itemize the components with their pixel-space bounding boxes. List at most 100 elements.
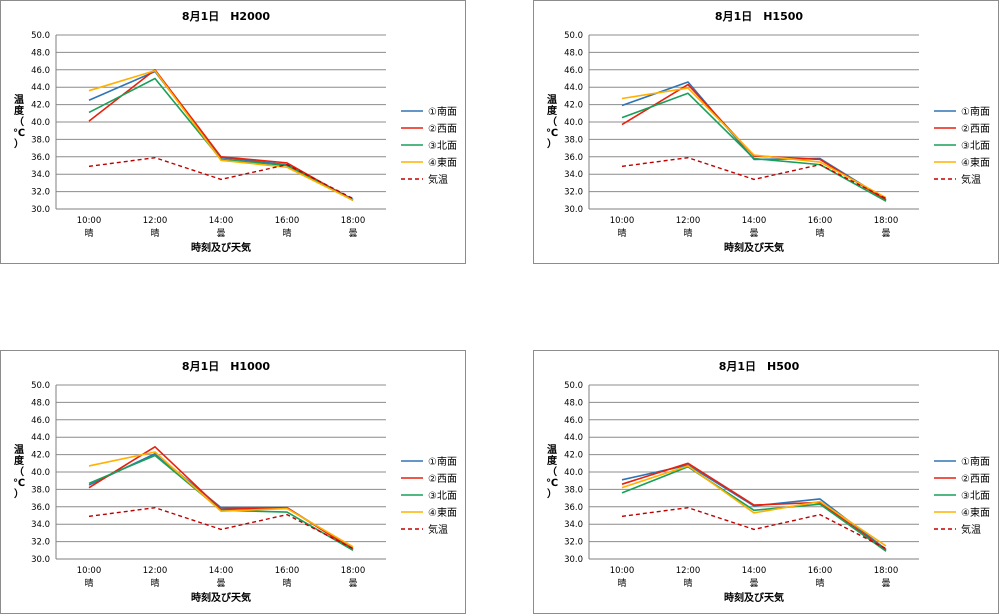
x-axis-title: 時刻及び天気	[191, 241, 251, 254]
series-line	[621, 465, 887, 547]
chart-panel-h500: 8月1日 H500 30.0 32.0 34.0 36.0 38.0 40.0 42.0 44.…	[533, 350, 999, 614]
x-tick-label: 12:00	[143, 216, 168, 226]
y-tick-label: 40.0	[31, 118, 50, 128]
y-axis-title-char: ）	[14, 487, 24, 500]
y-axis-title-char: 度	[14, 454, 25, 467]
weather-label: 晴	[282, 227, 291, 239]
x-tick-label: 10:00	[610, 216, 635, 226]
y-axis-title-char: ）	[14, 137, 24, 150]
series-line	[621, 506, 887, 550]
weather-label: 曇	[881, 578, 890, 589]
y-tick-label: 32.0	[564, 188, 583, 198]
legend-label: ④東面	[428, 506, 457, 519]
y-tick-label: 34.0	[31, 170, 50, 180]
y-tick-label: 34.0	[31, 520, 50, 530]
y-axis-title-char: 度	[547, 104, 558, 117]
x-tick-label: 14:00	[209, 216, 234, 226]
y-tick-label: 38.0	[564, 135, 583, 145]
legend-label: 気温	[961, 173, 981, 186]
x-tick-label: 18:00	[341, 216, 366, 226]
x-axis-title: 時刻及び天気	[724, 591, 784, 604]
x-tick-label: 10:00	[610, 566, 635, 576]
x-tick-label: 18:00	[874, 566, 899, 576]
y-tick-label: 50.0	[31, 381, 50, 391]
y-axis-title-char: 温	[547, 93, 557, 106]
legend-label: ①南面	[428, 105, 457, 118]
series-line	[621, 92, 887, 202]
y-tick-label: 48.0	[564, 398, 583, 408]
weather-label: 曇	[881, 228, 890, 239]
legend-label: ②西面	[961, 124, 990, 135]
x-tick-label: 10:00	[77, 216, 102, 226]
chart-title: 8月1日 H1500	[715, 10, 803, 23]
x-tick-label: 14:00	[742, 216, 767, 226]
weather-label: 晴	[683, 577, 692, 589]
chart-panel-h2000: 8月1日 H2000 30.0 32.0 34.0 36.0 38.0 40.0 42.0 44…	[0, 0, 466, 264]
series-line	[88, 452, 354, 550]
y-tick-label: 50.0	[31, 31, 50, 41]
x-tick-label: 16:00	[275, 216, 300, 226]
series-line	[621, 465, 887, 552]
y-tick-label: 30.0	[31, 555, 50, 565]
weather-label: 曇	[348, 228, 357, 239]
y-axis-title-char: 度	[14, 104, 25, 117]
chart-title: 8月1日 H500	[719, 360, 800, 373]
weather-label: 晴	[84, 227, 93, 239]
y-tick-label: 36.0	[564, 153, 583, 163]
x-tick-label: 18:00	[874, 216, 899, 226]
series-line	[88, 451, 354, 548]
y-axis-title-char: 温	[14, 443, 24, 456]
y-tick-label: 44.0	[564, 433, 583, 443]
y-tick-label: 32.0	[31, 188, 50, 198]
series-line	[621, 81, 887, 201]
y-tick-label: 34.0	[564, 170, 583, 180]
y-tick-label: 50.0	[564, 381, 583, 391]
y-tick-label: 36.0	[31, 153, 50, 163]
y-axis-title-char: 温	[547, 443, 557, 456]
x-axis-title: 時刻及び天気	[191, 591, 251, 604]
y-tick-label: 30.0	[564, 205, 583, 215]
y-axis-title-char: 度	[547, 454, 558, 467]
y-axis-title-char: （	[14, 465, 24, 478]
legend-label: ①南面	[961, 105, 990, 118]
series-line	[88, 69, 354, 201]
y-tick-label: 34.0	[564, 520, 583, 530]
y-axis-title: 温度（℃）	[13, 93, 25, 150]
x-tick-label: 16:00	[275, 566, 300, 576]
weather-label: 曇	[216, 228, 225, 239]
legend-label: ②西面	[428, 474, 457, 485]
y-axis-title-char: ℃	[13, 128, 25, 139]
series-line	[88, 445, 354, 551]
y-tick-label: 48.0	[564, 48, 583, 58]
series-line	[621, 462, 887, 551]
legend-label: ③北面	[961, 490, 990, 502]
x-tick-label: 12:00	[676, 566, 701, 576]
series-line	[88, 69, 354, 202]
y-axis-title-char: （	[14, 115, 24, 128]
y-tick-label: 46.0	[564, 416, 583, 426]
weather-label: 晴	[617, 227, 626, 239]
y-tick-label: 36.0	[31, 503, 50, 513]
y-tick-label: 46.0	[31, 66, 50, 76]
y-tick-label: 40.0	[564, 468, 583, 478]
x-tick-label: 10:00	[77, 566, 102, 576]
y-tick-label: 50.0	[564, 31, 583, 41]
weather-label: 晴	[84, 577, 93, 589]
y-axis-title-char: （	[547, 465, 557, 478]
legend-label: 気温	[428, 173, 448, 186]
chart-panel-h1000: 8月1日 H1000 30.0 32.0 34.0 36.0 38.0 40.0 42.0 44…	[0, 350, 466, 614]
x-tick-label: 18:00	[341, 566, 366, 576]
chart-svg: 8月1日 H1500 30.0 32.0 34.0 36.0 38.0 40.0 42.0 44…	[546, 10, 990, 254]
y-tick-label: 46.0	[564, 66, 583, 76]
weather-label: 晴	[815, 577, 824, 589]
y-axis-title: 温度（℃）	[546, 443, 558, 500]
y-tick-label: 44.0	[564, 83, 583, 93]
y-tick-label: 42.0	[564, 101, 583, 111]
x-tick-label: 12:00	[143, 566, 168, 576]
y-tick-label: 30.0	[564, 555, 583, 565]
y-axis-title-char: ℃	[546, 478, 558, 489]
y-tick-label: 44.0	[31, 83, 50, 93]
chart-title: 8月1日 H2000	[182, 10, 270, 23]
y-tick-label: 40.0	[31, 468, 50, 478]
chart-panel-h1500: 8月1日 H1500 30.0 32.0 34.0 36.0 38.0 40.0 42.0 44…	[533, 0, 999, 264]
